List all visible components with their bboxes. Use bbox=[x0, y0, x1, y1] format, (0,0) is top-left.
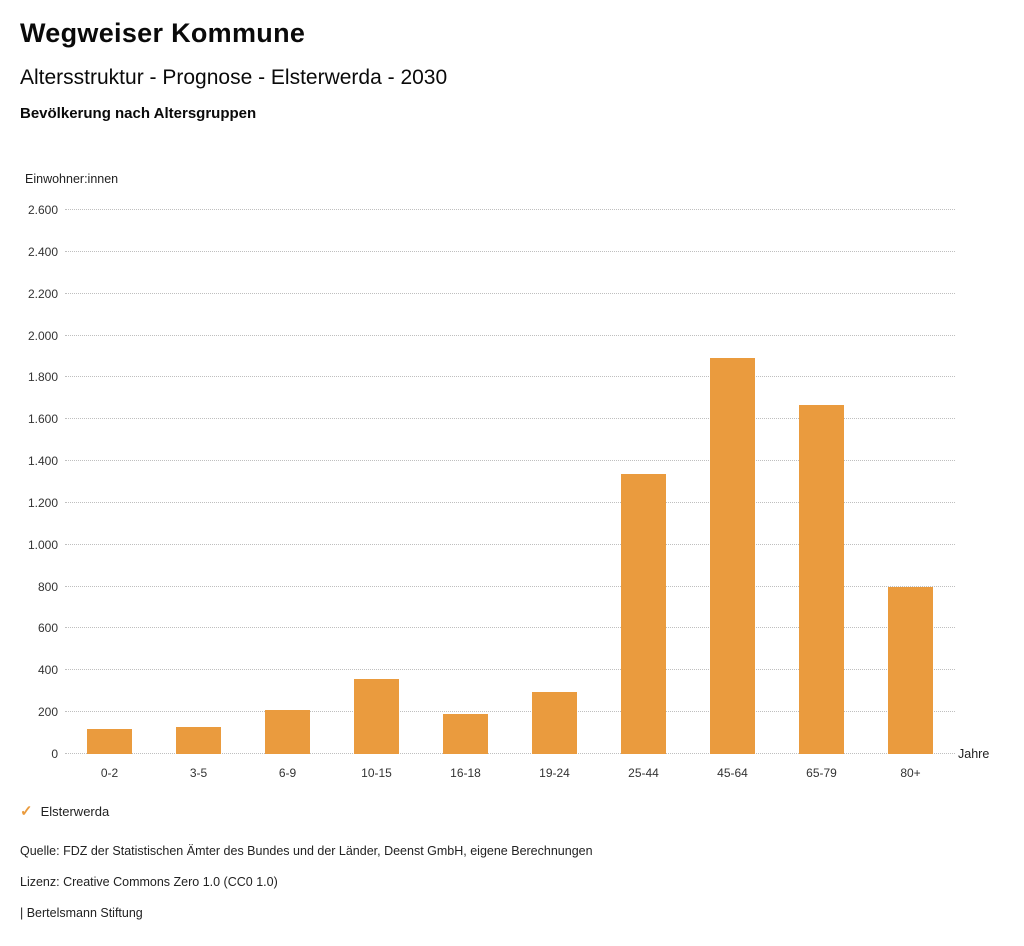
gridline bbox=[65, 501, 955, 503]
y-tick-label: 600 bbox=[37, 621, 58, 636]
y-tick-label: 1.600 bbox=[27, 412, 58, 427]
bar-slot bbox=[777, 210, 866, 754]
gridline bbox=[65, 753, 955, 754]
x-axis: 0-2 3-5 6-9 10-15 16-18 19-24 25-44 45-64 65-79 8… bbox=[65, 766, 955, 780]
attribution-text: | Bertelsmann Stiftung bbox=[20, 906, 143, 920]
gridline bbox=[65, 585, 955, 587]
gridline bbox=[65, 418, 955, 420]
y-tick-label: 200 bbox=[37, 705, 58, 720]
gridline bbox=[65, 711, 955, 713]
bar-45-64[interactable] bbox=[710, 357, 755, 754]
checkmark-icon: ✓ bbox=[20, 803, 33, 820]
y-tick-label: 2.400 bbox=[27, 244, 58, 259]
bar-6-9[interactable] bbox=[265, 710, 310, 754]
gridline bbox=[65, 209, 955, 210]
y-tick-label: 1.000 bbox=[27, 537, 58, 552]
x-tick-label: 19-24 bbox=[539, 766, 570, 780]
bar-slot bbox=[243, 210, 332, 754]
gridline bbox=[65, 292, 955, 294]
y-tick-label: 2.200 bbox=[27, 286, 58, 301]
source-text: Quelle: FDZ der Statistischen Ämter des … bbox=[20, 844, 593, 858]
gridline bbox=[65, 460, 955, 462]
bar-80+[interactable] bbox=[888, 586, 933, 754]
y-tick-label: 800 bbox=[37, 579, 58, 594]
legend-label: Elsterwerda bbox=[40, 804, 110, 819]
bar-65-79[interactable] bbox=[799, 404, 844, 754]
x-tick-label: 25-44 bbox=[628, 766, 659, 780]
x-tick-label: 80+ bbox=[900, 766, 921, 780]
bar-19-24[interactable] bbox=[532, 692, 577, 754]
x-tick-label: 6-9 bbox=[278, 766, 297, 780]
bar-25-44[interactable] bbox=[621, 473, 666, 754]
bar-0-2[interactable] bbox=[87, 728, 132, 754]
app-title: Wegweiser Kommune bbox=[20, 18, 306, 48]
bar-slot bbox=[421, 210, 510, 754]
y-tick-label: 1.800 bbox=[27, 370, 58, 385]
x-tick-label: 45-64 bbox=[717, 766, 748, 780]
bar-slot bbox=[510, 210, 599, 754]
bar-slot bbox=[866, 210, 955, 754]
gridline bbox=[65, 250, 955, 252]
bar-series bbox=[65, 210, 955, 754]
gridline bbox=[65, 669, 955, 671]
gridline bbox=[65, 627, 955, 629]
chart-title: Altersstruktur - Prognose - Elsterwerda … bbox=[20, 66, 448, 89]
license-text: Lizenz: Creative Commons Zero 1.0 (CC0 1… bbox=[20, 875, 278, 889]
x-tick-label: 3-5 bbox=[189, 766, 208, 780]
gridline bbox=[65, 376, 955, 378]
bar-3-5[interactable] bbox=[176, 726, 221, 754]
chart-subtitle: Bevölkerung nach Altersgruppen bbox=[20, 105, 257, 122]
gridline bbox=[65, 334, 955, 336]
x-tick-label: 65-79 bbox=[806, 766, 837, 780]
y-tick-label: 1.400 bbox=[27, 454, 58, 469]
gridline bbox=[65, 543, 955, 545]
bar-slot bbox=[332, 210, 421, 754]
x-axis-unit-label: Jahre bbox=[958, 747, 990, 761]
bar-slot bbox=[65, 210, 154, 754]
legend-item-elsterwerda[interactable]: ✓ Elsterwerda bbox=[20, 804, 109, 819]
y-axis-unit-label: Einwohner:innen bbox=[25, 172, 119, 186]
x-tick-label: 10-15 bbox=[361, 766, 392, 780]
y-tick-label: 1.200 bbox=[27, 495, 58, 510]
plot-area bbox=[65, 209, 955, 754]
bar-slot bbox=[688, 210, 777, 754]
y-tick-label: 0 bbox=[51, 747, 58, 761]
y-tick-label: 2.000 bbox=[27, 328, 58, 343]
y-tick-label: 400 bbox=[37, 663, 58, 678]
y-axis: 0 200 400 600 800 1.000 1.200 1.400 1.600 1.800 2.… bbox=[0, 203, 58, 761]
bar-16-18[interactable] bbox=[443, 714, 488, 754]
bar-10-15[interactable] bbox=[354, 678, 399, 754]
bar-slot bbox=[599, 210, 688, 754]
bar-slot bbox=[154, 210, 243, 754]
x-tick-label: 16-18 bbox=[450, 766, 481, 780]
x-tick-label: 0-2 bbox=[100, 766, 119, 780]
y-tick-label: 2.600 bbox=[27, 203, 58, 217]
